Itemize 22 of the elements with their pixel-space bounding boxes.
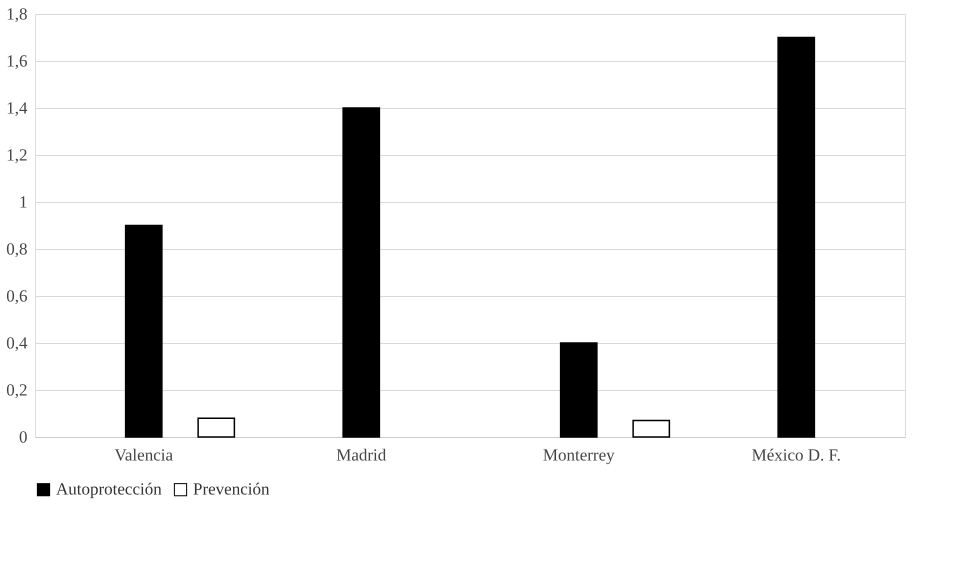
legend-label: Autoprotección <box>56 480 162 499</box>
bar <box>777 36 816 438</box>
x-tick-label: México D. F. <box>752 446 841 464</box>
y-tick-label: 1,2 <box>6 146 28 164</box>
bar <box>632 420 670 438</box>
y-tick-label: 1,8 <box>6 4 28 24</box>
y-tick-label: 0,4 <box>6 334 28 352</box>
x-tick-label: Madrid <box>336 446 387 464</box>
bar <box>560 342 598 438</box>
bar <box>124 224 163 438</box>
legend-label: Prevención <box>193 480 270 499</box>
y-tick-label: 1 <box>19 192 28 212</box>
y-tick-label: 0,2 <box>6 380 28 400</box>
y-tick-label: 0,6 <box>6 286 28 306</box>
bar <box>342 107 380 438</box>
x-tick-label: Valencia <box>114 446 174 464</box>
y-tick-label: 0,8 <box>6 240 28 258</box>
y-tick-label: 1,6 <box>6 52 28 70</box>
x-tick-label: Monterrey <box>542 446 616 464</box>
y-tick-label: 0 <box>19 428 28 446</box>
y-tick-label: 1,4 <box>6 98 28 118</box>
bar <box>197 417 236 438</box>
